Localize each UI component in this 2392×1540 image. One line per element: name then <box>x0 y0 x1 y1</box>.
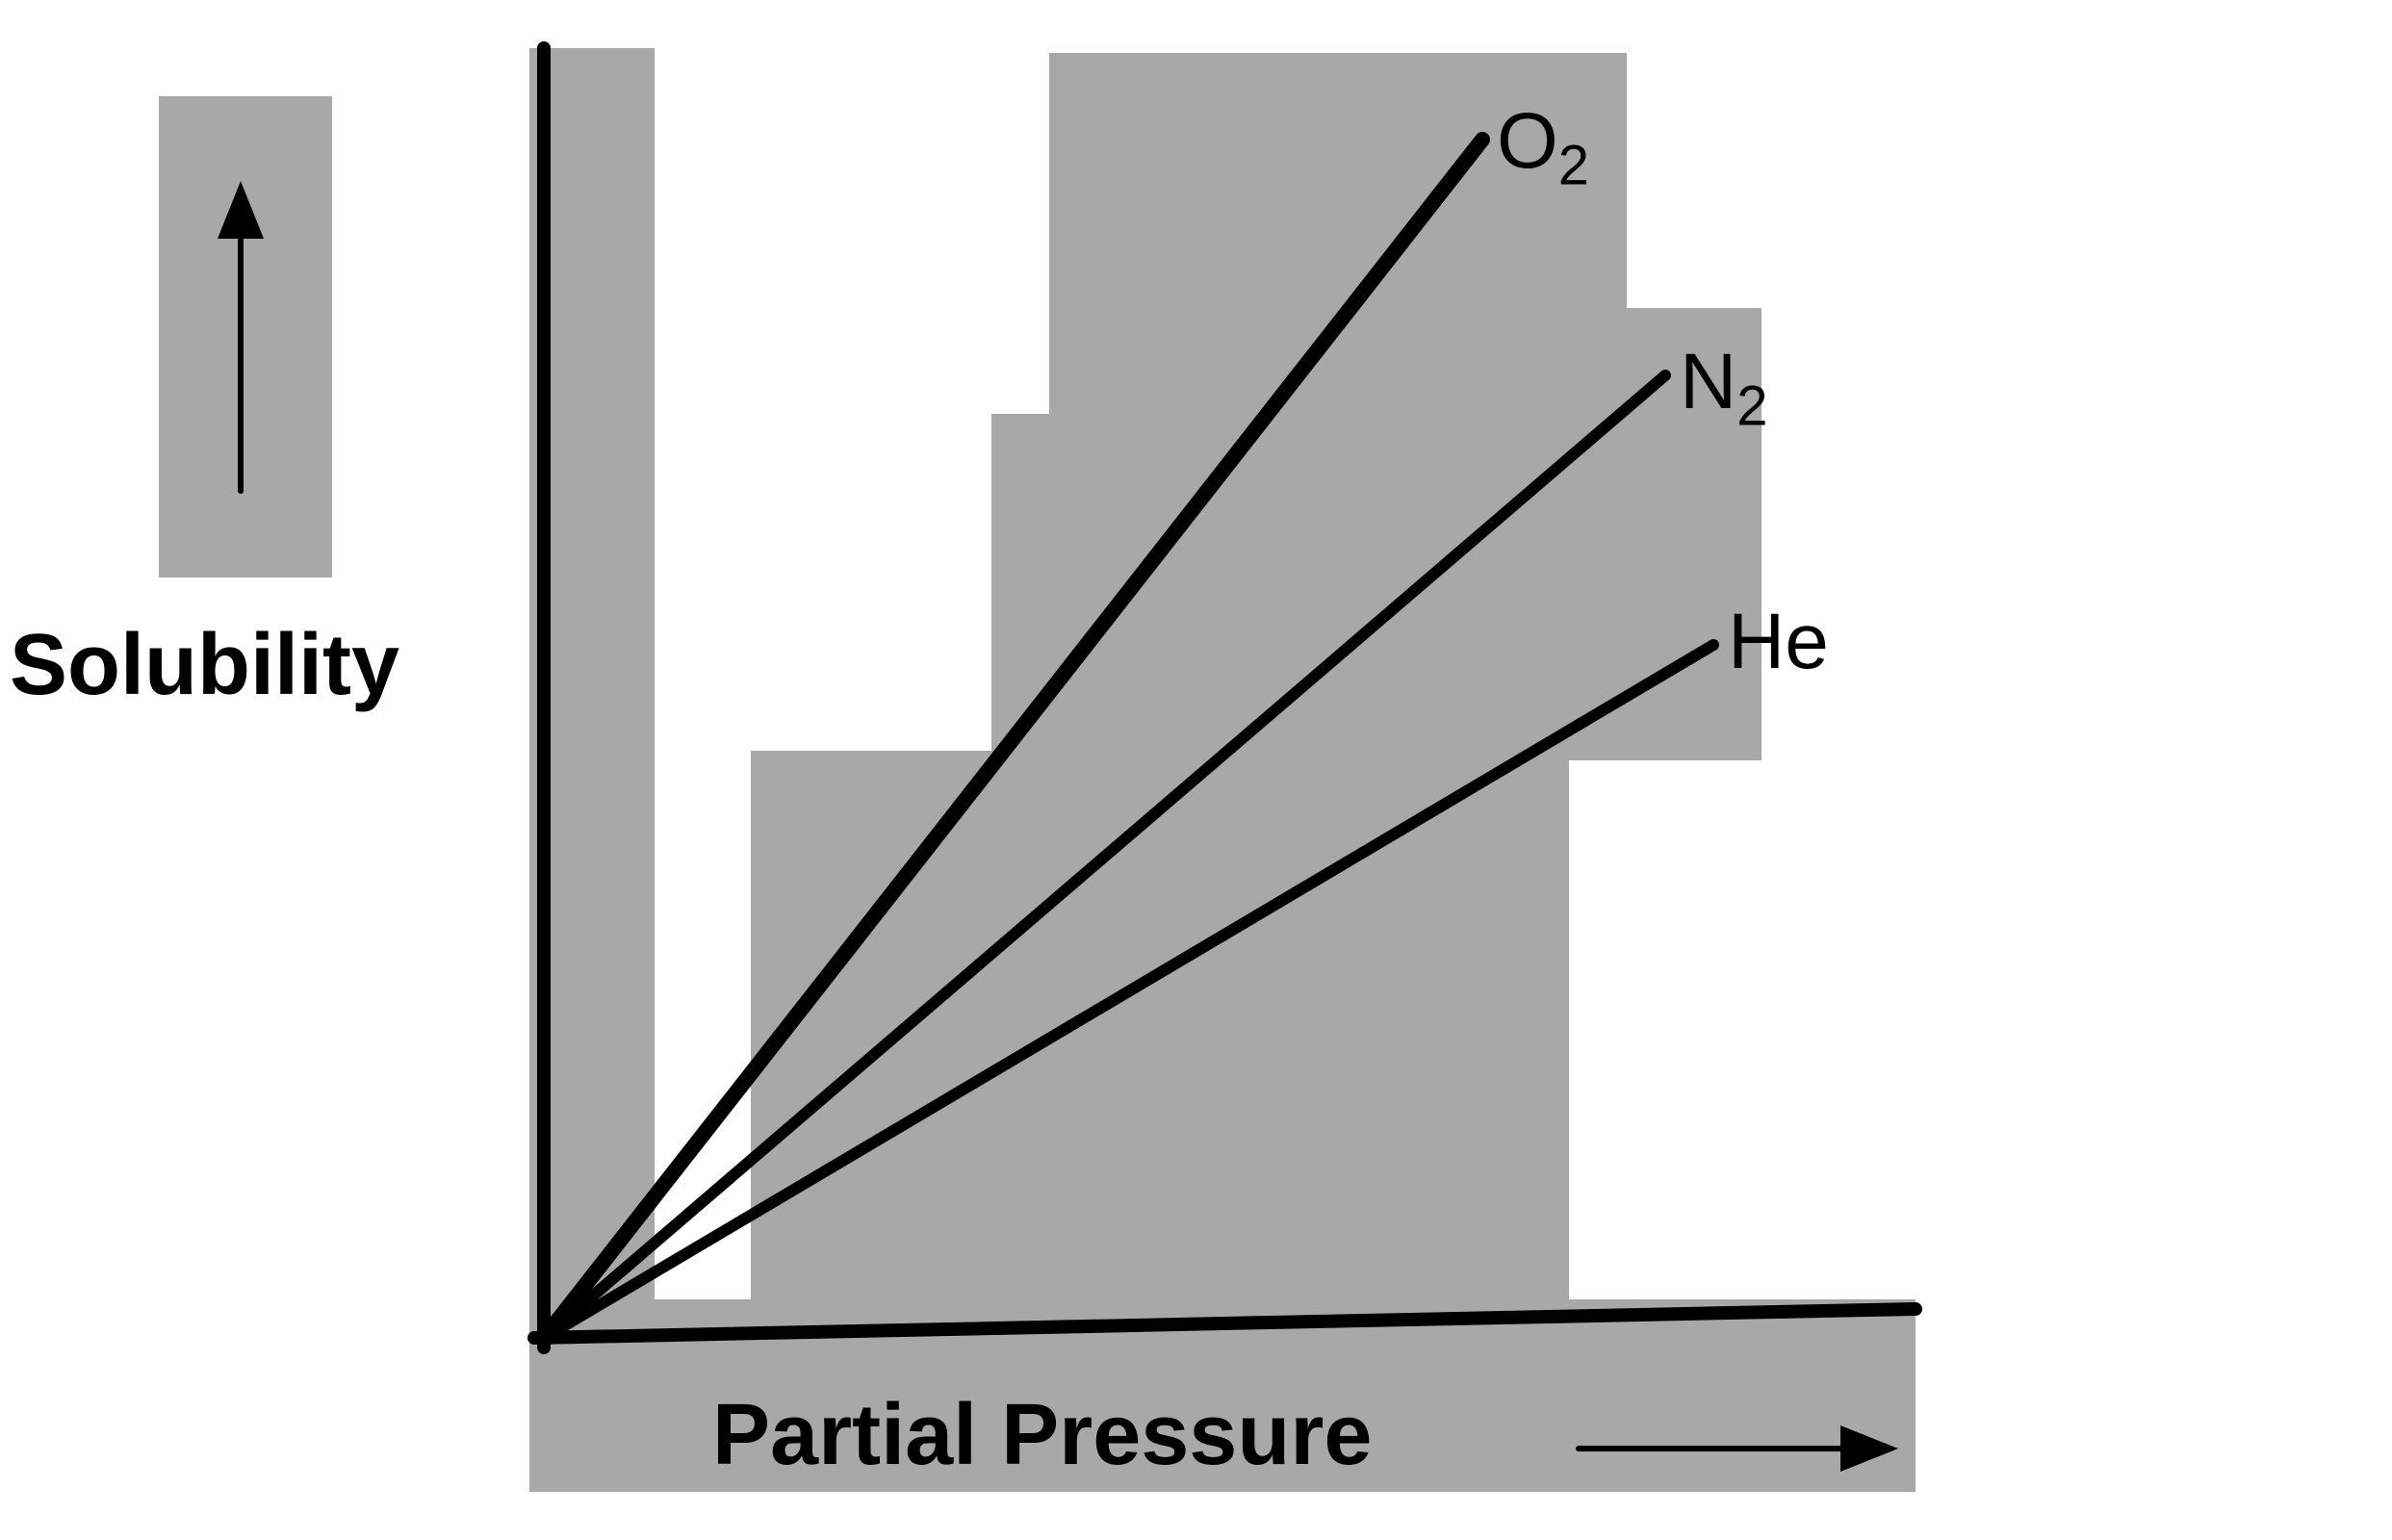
y-axis-label: Solubility <box>10 616 399 715</box>
series-label-He: He <box>1728 597 1829 687</box>
series-label-O2: O2 <box>1497 96 1589 197</box>
series-label-N2: N2 <box>1680 337 1767 438</box>
solubility-chart: Solubility Partial Pressure O2 N2 He <box>0 0 2392 1540</box>
labels-layer: Solubility Partial Pressure O2 N2 He <box>0 0 2392 1540</box>
x-axis-label: Partial Pressure <box>712 1386 1372 1485</box>
